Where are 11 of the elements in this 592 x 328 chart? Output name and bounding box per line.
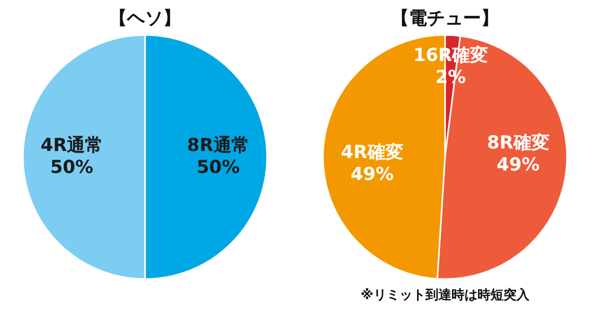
chart-title: 【ヘソ】 (109, 8, 181, 29)
chart-title: 【電チュー】 (391, 8, 499, 29)
data-label: 50% (50, 157, 94, 178)
slice-label: 8R確変 (486, 132, 550, 154)
slice-label: 8R通常 (187, 135, 250, 156)
data-label: 49% (350, 164, 394, 185)
data-label: 50% (196, 157, 240, 178)
slice-label: 4R通常 (40, 135, 103, 156)
text: ※リミット到達時は時短突入 (360, 287, 530, 303)
slice-label: 4R確変 (340, 142, 404, 163)
data-label: 49% (496, 154, 540, 176)
